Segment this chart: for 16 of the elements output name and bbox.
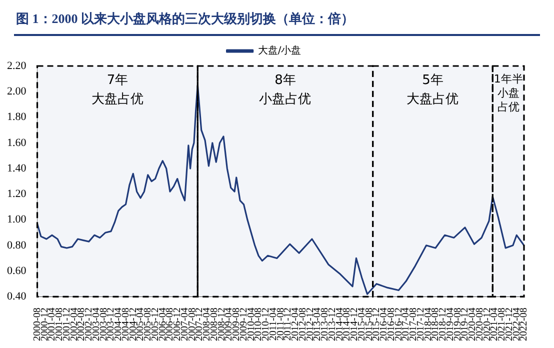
y-tick-label: 1.20 — [7, 188, 27, 200]
band-label: 5年大盘占优 — [406, 72, 459, 107]
y-tick-label: 0.40 — [7, 290, 27, 303]
band-label: 8年小盘占优 — [259, 72, 312, 107]
band-label: 7年大盘占优 — [91, 72, 144, 107]
y-tick-label: 0.80 — [7, 239, 27, 252]
y-tick-label: 1.60 — [7, 136, 27, 149]
band-label: 1年半小盘占优 — [494, 72, 523, 114]
chart-title: 图 1：2000 以来大小盘风格的三次大级别切换（单位：倍） — [14, 6, 540, 36]
y-tick-label: 0.60 — [7, 264, 27, 277]
y-tick-label: 1.80 — [7, 111, 27, 124]
y-tick-label: 2.00 — [7, 86, 27, 98]
y-tick-label: 1.40 — [7, 162, 27, 174]
y-tick-label: 1.00 — [7, 214, 27, 226]
legend-label: 大盘/小盘 — [258, 44, 302, 57]
y-tick-label: 2.20 — [7, 60, 27, 72]
